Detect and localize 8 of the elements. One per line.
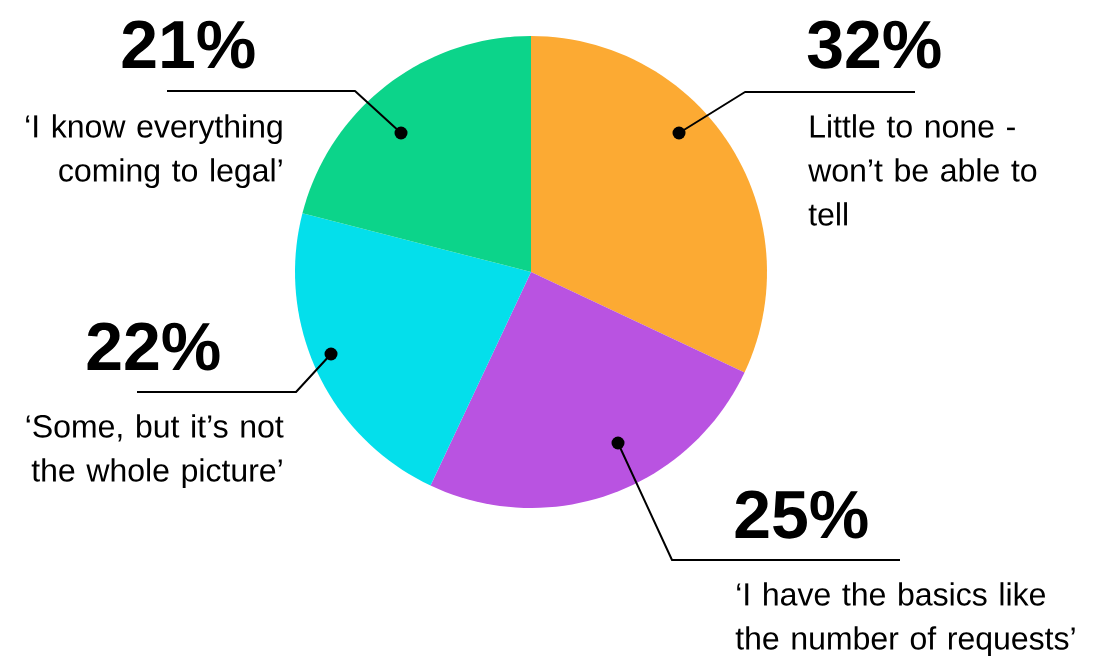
data-label: 21%: [122, 20, 255, 69]
slice-label: ‘Some, but it’s not the whole picture’: [26, 414, 284, 489]
slice-label: ‘I know everything coming to legal’: [26, 114, 282, 189]
data-label: 22%: [87, 322, 220, 371]
data-label: 25%: [735, 490, 868, 539]
slice-label: ‘I have the basics like the number of requests’: [735, 582, 1075, 657]
data-label: 32%: [807, 20, 941, 69]
slice-label: Little to none - won’t be able to tell: [808, 114, 1037, 226]
